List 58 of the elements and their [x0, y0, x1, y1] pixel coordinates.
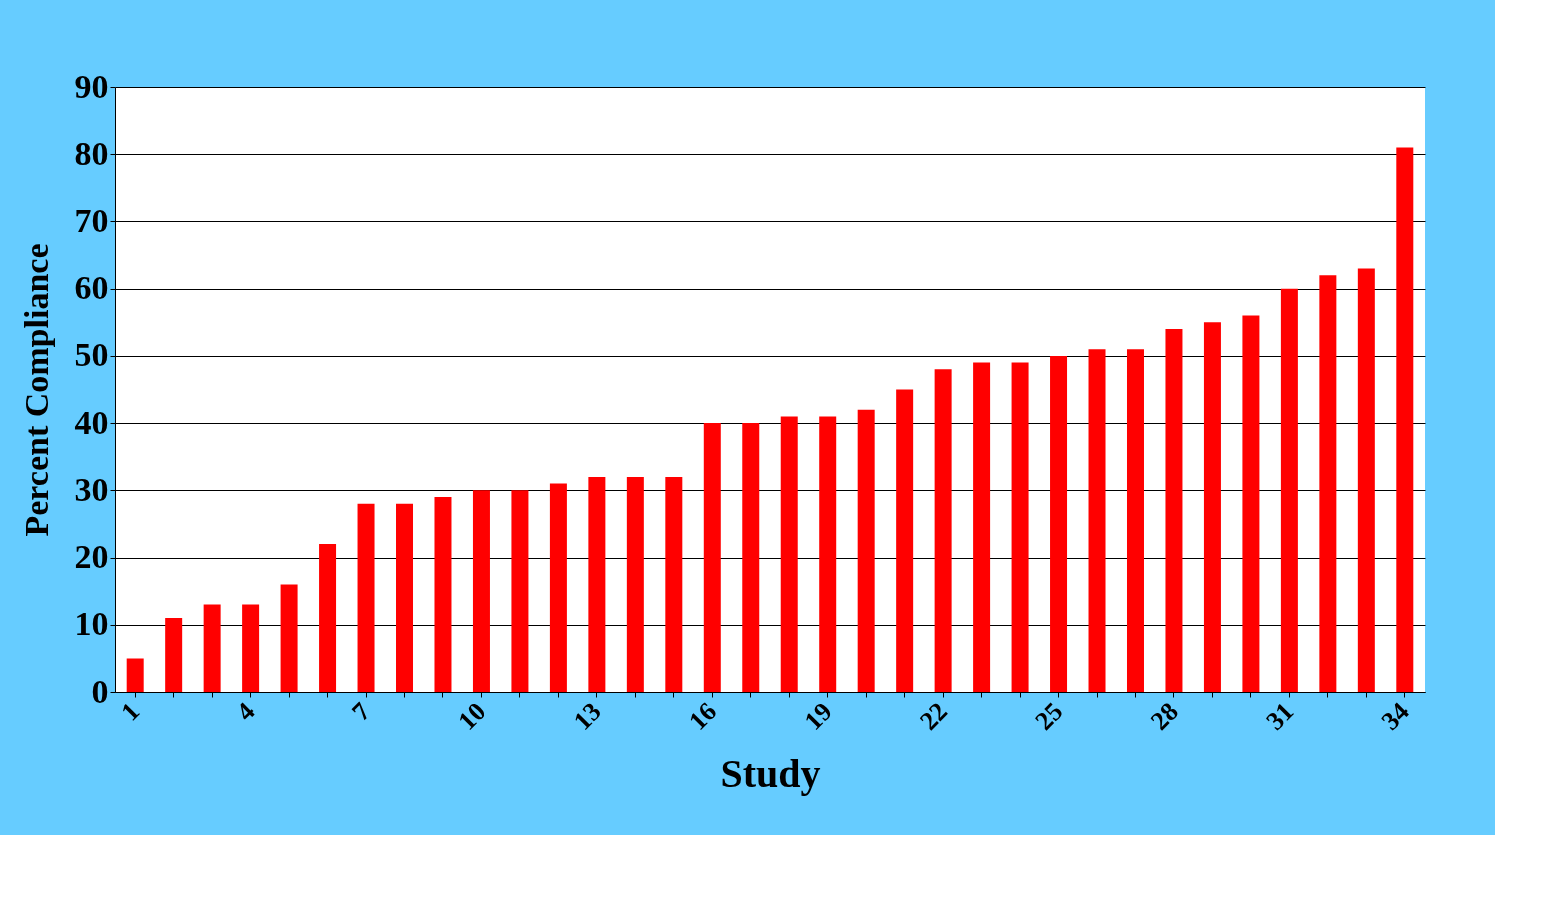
- bar: [549, 483, 567, 692]
- x-tick-label: 22: [914, 696, 954, 736]
- y-tick-label: 20: [74, 538, 109, 576]
- bar: [857, 409, 875, 692]
- bar: [973, 362, 991, 692]
- y-tick-label: 60: [74, 269, 109, 307]
- y-tick-label: 30: [74, 470, 109, 508]
- bar: [1011, 362, 1029, 692]
- x-tick-label: 7: [346, 696, 376, 727]
- y-tick-label: 40: [74, 403, 109, 441]
- bar: [665, 476, 683, 692]
- bar: [1126, 349, 1144, 692]
- bar: [242, 604, 260, 692]
- bar: [588, 476, 606, 692]
- bar: [1203, 322, 1221, 692]
- y-tick-label: 10: [74, 605, 109, 643]
- bar: [165, 618, 183, 692]
- x-tick-label: 19: [798, 696, 838, 736]
- x-tick-label: 4: [230, 696, 261, 727]
- y-tick-label: 90: [74, 67, 109, 105]
- bar: [626, 476, 644, 692]
- bar: [896, 389, 914, 692]
- x-tick-label: 25: [1029, 696, 1069, 736]
- bar: [934, 369, 952, 692]
- x-tick-label: 16: [683, 696, 723, 736]
- y-tick-label: 0: [91, 672, 109, 710]
- x-tick-label: 28: [1144, 696, 1184, 736]
- bar: [319, 544, 337, 692]
- x-axis-title: Study: [720, 751, 821, 797]
- bar: [472, 490, 490, 692]
- bar: [742, 423, 760, 692]
- bar: [703, 423, 721, 692]
- bar: [1165, 329, 1183, 692]
- bar: [280, 584, 298, 692]
- y-tick-label: 80: [74, 134, 109, 172]
- y-tick-label: 70: [74, 201, 109, 239]
- bar: [126, 658, 144, 692]
- bar: [203, 604, 221, 692]
- bar: [1396, 147, 1414, 692]
- bar: [396, 503, 414, 692]
- bar: [511, 490, 529, 692]
- bar: [357, 503, 375, 692]
- bar: [1088, 349, 1106, 692]
- y-tick-label: 50: [74, 336, 109, 374]
- y-axis-title: Percent Compliance: [17, 243, 55, 537]
- bar: [780, 416, 798, 692]
- bar: [1357, 268, 1375, 692]
- x-tick-label: 10: [452, 696, 492, 736]
- x-tick-label: 31: [1260, 696, 1300, 736]
- x-tick-label: 1: [115, 696, 146, 727]
- x-tick-label: 34: [1375, 696, 1415, 736]
- bar: [1050, 355, 1068, 692]
- bar: [819, 416, 837, 692]
- bar: [1242, 315, 1260, 692]
- bar: [1319, 275, 1337, 692]
- bar: [434, 497, 452, 692]
- bar: [1280, 288, 1298, 692]
- x-tick-label: 13: [567, 696, 607, 736]
